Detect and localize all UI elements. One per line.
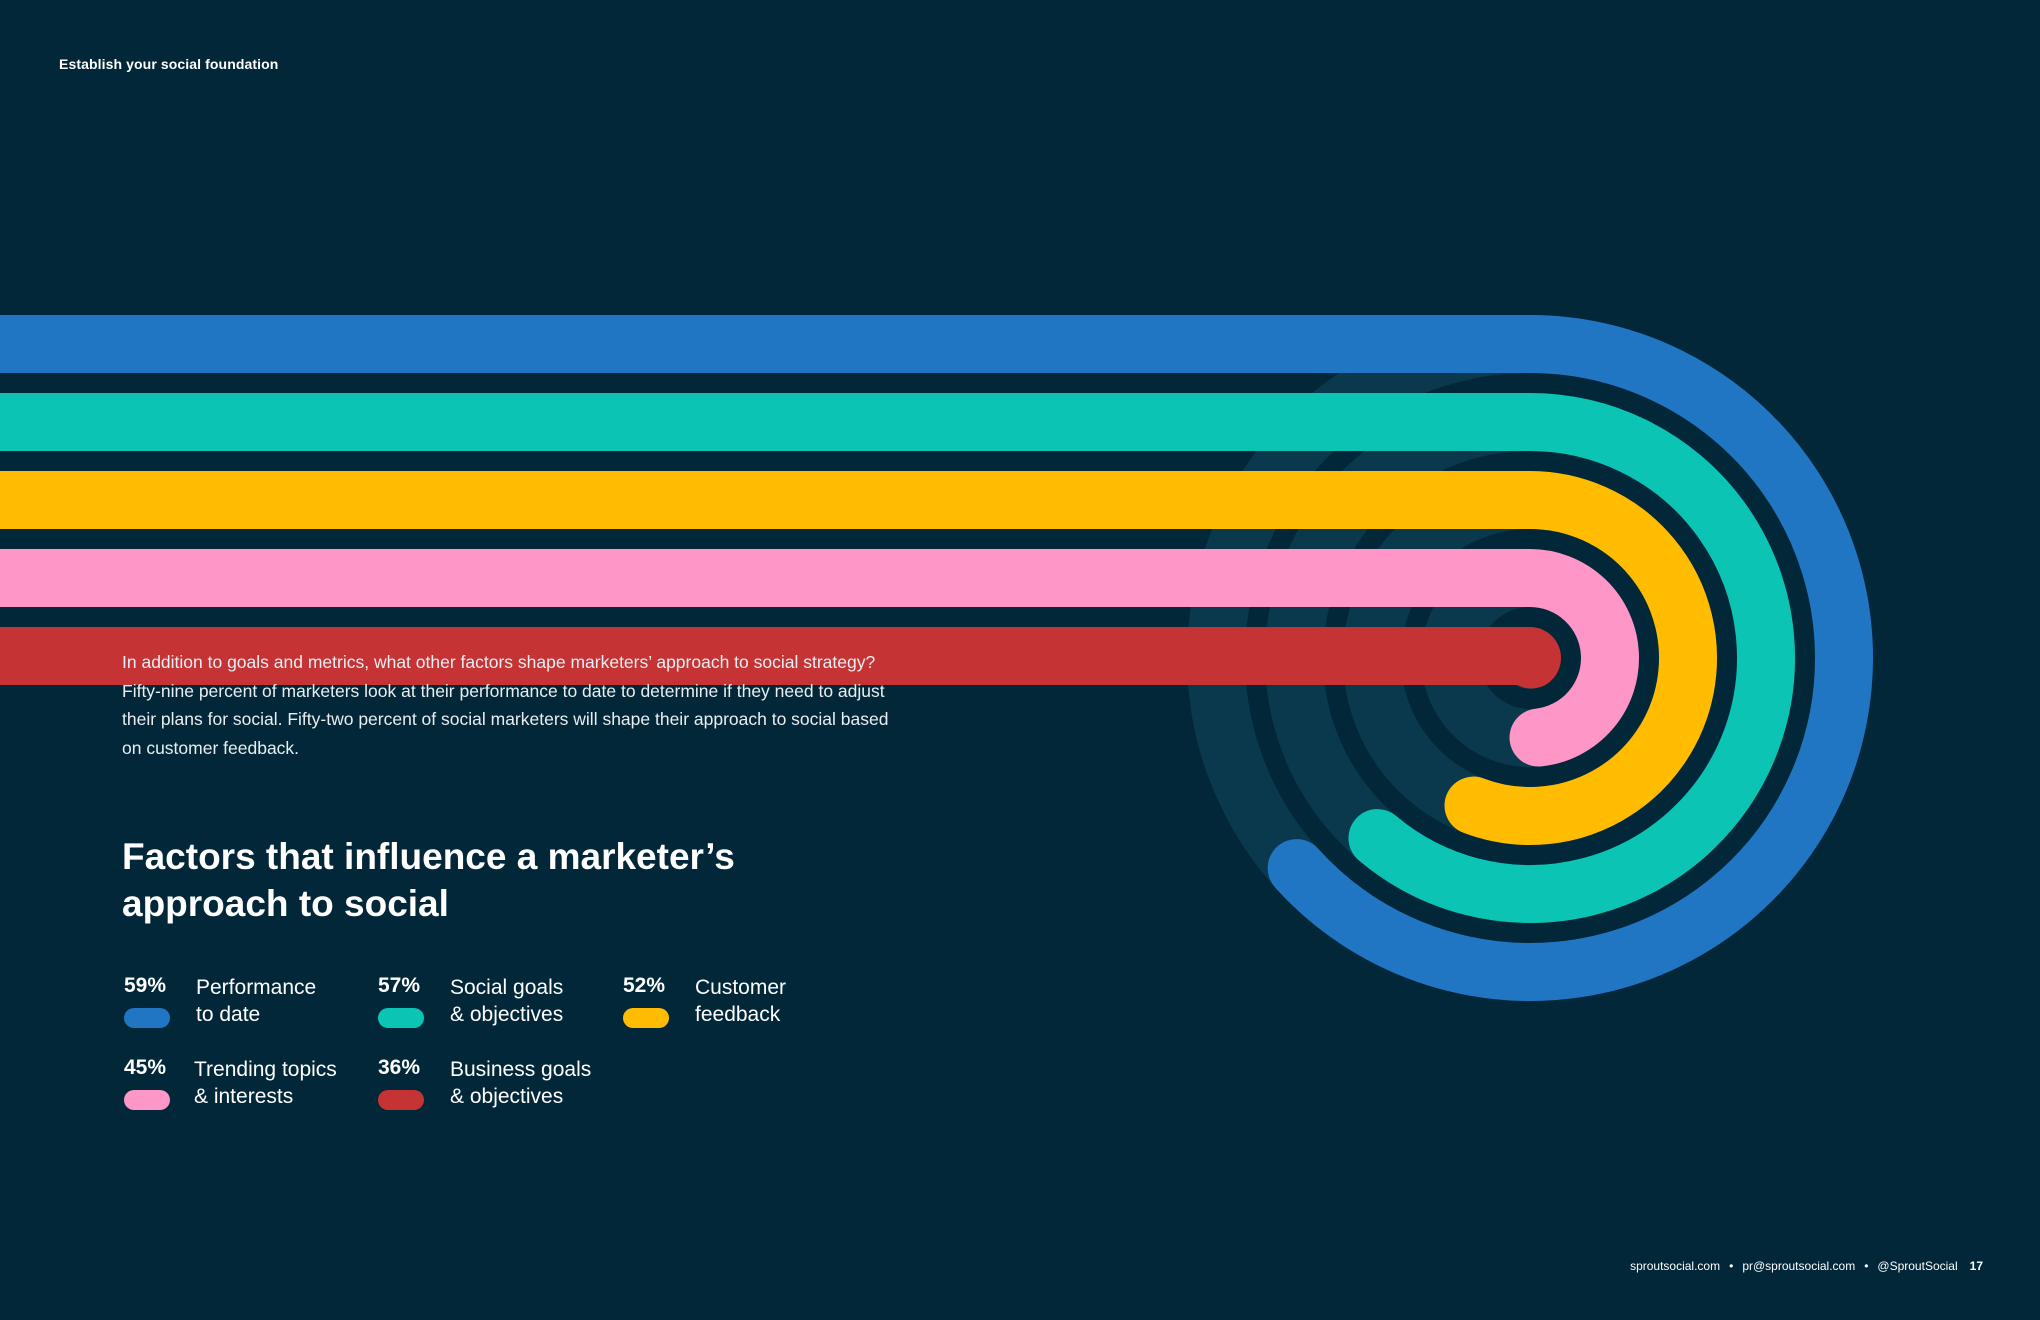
band-arc-trending-topics-interests [1501, 549, 1639, 767]
band-arc-business-goals-objectives [1501, 627, 1561, 689]
band-bar-social-goals-objectives [0, 393, 1530, 451]
legend-label-line: Performance [196, 976, 317, 999]
footer-separator: • [1729, 1259, 1734, 1273]
legend-swatch [124, 1008, 170, 1028]
footer-separator: • [1864, 1259, 1869, 1273]
section-label: Establish your social foundation [59, 56, 279, 72]
legend-value: 36% [378, 1056, 421, 1079]
band-bar-performance-to-date [0, 315, 1530, 373]
legend-swatch [378, 1090, 424, 1110]
legend-label-line: & objectives [450, 1003, 564, 1026]
band-arc-performance-to-date [1267, 315, 1873, 1001]
legend-label-line: Customer [695, 976, 787, 999]
legend-label-line: & objectives [450, 1085, 564, 1108]
legend-label: Business goals & objectives [450, 1056, 591, 1110]
legend-value: 45% [124, 1056, 167, 1079]
chart-title: Factors that influence a marketer’s appr… [122, 836, 735, 924]
legend-label-line: feedback [695, 1003, 781, 1026]
band-arc-social-goals-objectives [1348, 393, 1795, 923]
footer: sproutsocial.com • pr@sproutsocial.com • @Sp… [1630, 1259, 1983, 1273]
legend-value: 59% [124, 974, 167, 997]
band-bar-trending-topics-interests [0, 549, 1530, 607]
legend-label-line: to date [196, 1003, 261, 1026]
chart-bands [0, 315, 1873, 1001]
legend-label: Trending topics & interests [194, 1056, 337, 1110]
band-arc-customer-feedback [1444, 471, 1717, 845]
footer-website-link[interactable]: sproutsocial.com [1630, 1259, 1721, 1273]
footer-social-handle[interactable]: @SproutSocial [1877, 1259, 1958, 1273]
legend-label: Social goals & objectives [450, 974, 563, 1028]
legend-label: Performance to date [196, 974, 316, 1028]
band-bar-customer-feedback [0, 471, 1530, 529]
legend-value: 57% [378, 974, 421, 997]
intro-paragraph: In addition to goals and metrics, what o… [122, 652, 889, 758]
footer-email-link[interactable]: pr@sproutsocial.com [1742, 1259, 1856, 1273]
legend-label-line: Business goals [450, 1058, 592, 1081]
legend-swatch [378, 1008, 424, 1028]
legend-label-line: Trending topics [194, 1058, 337, 1081]
band-bar-business-goals-objectives [0, 627, 1530, 685]
page-number: 17 [1969, 1259, 1983, 1273]
legend-label-line: & interests [194, 1085, 294, 1108]
legend-label-line: Social goals [450, 976, 564, 999]
legend-value: 52% [623, 974, 666, 997]
legend-label: Customer feedback [695, 974, 786, 1028]
legend-swatch [623, 1008, 669, 1028]
legend-swatch [124, 1090, 170, 1110]
